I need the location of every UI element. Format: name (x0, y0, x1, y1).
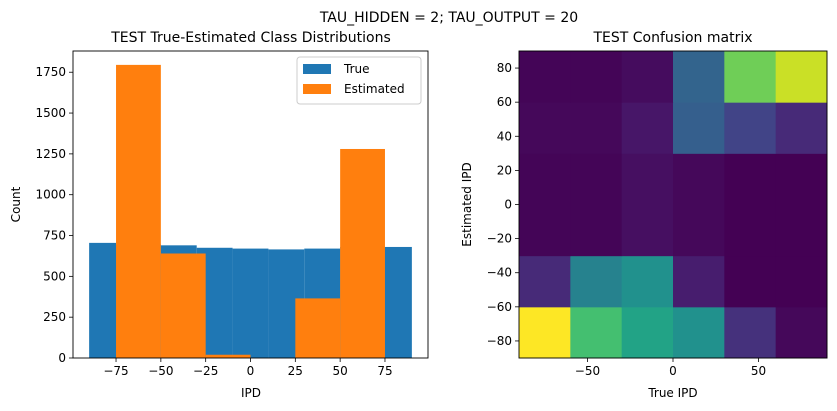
histogram-x-tick-label: −50 (148, 364, 173, 378)
cell-r4-c5 (775, 51, 828, 103)
histogram-y-label: Count (9, 186, 23, 222)
confusion-matrix-cells (519, 51, 828, 359)
bar-true-0 (89, 242, 117, 358)
histogram-legend: True Estimated (296, 56, 422, 105)
cell-r0-c4 (724, 306, 777, 359)
histogram-x-tick-label: 75 (377, 364, 392, 378)
histogram-x-label: IPD (241, 386, 261, 400)
legend-label-true: True (343, 62, 370, 76)
legend-swatch-true (303, 64, 331, 74)
bar-true-4 (232, 248, 269, 358)
cell-r3-c1 (570, 102, 623, 154)
confusion-matrix-x-tick-label: 0 (669, 364, 677, 378)
cell-r1-c4 (724, 255, 777, 308)
cell-r2-c3 (673, 153, 725, 257)
bar-estimated-5 (340, 148, 385, 358)
cell-r1-c3 (673, 255, 725, 308)
cell-r1-c5 (775, 255, 828, 308)
confusion-matrix-x-tick-label: −50 (575, 364, 600, 378)
histogram-x-ticks: −75 −50 −25 0 25 50 75 (103, 358, 393, 378)
legend-swatch-estimated (303, 84, 331, 94)
bar-estimated-1 (160, 253, 206, 358)
histogram-title: TEST True-Estimated Class Distributions (110, 30, 391, 46)
cell-r0-c2 (621, 306, 674, 359)
bar-estimated-0 (116, 64, 161, 359)
cell-r4-c1 (570, 51, 623, 103)
histogram-y-tick-label: 1000 (35, 188, 66, 202)
cell-r1-c2 (621, 255, 674, 308)
cell-r0-c5 (775, 306, 828, 359)
confusion-matrix-y-tick-label: 0 (504, 198, 512, 212)
confusion-matrix-title: TEST Confusion matrix (592, 30, 752, 46)
cell-r4-c3 (673, 51, 725, 103)
confusion-matrix-x-tick-label: 50 (751, 364, 766, 378)
histogram-y-tick-label: 750 (43, 229, 66, 243)
histogram-y-tick-label: 500 (43, 269, 66, 283)
cell-r2-c2 (621, 153, 674, 257)
legend-label-estimated: Estimated (344, 82, 405, 96)
histogram-x-tick-label: 50 (333, 364, 348, 378)
confusion-matrix-y-tick-label: 20 (497, 163, 512, 177)
histogram-y-tick-label: 1750 (35, 65, 66, 79)
cell-r0-c0 (519, 306, 571, 359)
cell-r3-c5 (775, 102, 828, 154)
confusion-matrix-y-tick-label: 40 (497, 129, 512, 143)
confusion-matrix-y-tick-label: −20 (487, 232, 512, 246)
histogram-bars (89, 64, 412, 359)
bar-true-8 (384, 246, 412, 358)
histogram-x-tick-label: −75 (103, 364, 128, 378)
bar-estimated-2 (205, 354, 251, 358)
histogram-chart: TEST True-Estimated Class Distributions … (9, 30, 429, 400)
cell-r4-c4 (724, 51, 777, 103)
confusion-matrix-y-tick-label: 80 (497, 61, 512, 75)
confusion-matrix-y-tick-label: 60 (497, 95, 512, 109)
confusion-matrix-y-ticks: −80 −60 −40 −20 0 20 40 60 80 (487, 61, 519, 348)
confusion-matrix-y-tick-label: −60 (487, 300, 512, 314)
histogram-x-tick-label: 0 (247, 364, 255, 378)
confusion-matrix-y-tick-label: −80 (487, 334, 512, 348)
confusion-matrix-y-tick-label: −40 (487, 266, 512, 280)
cell-r3-c4 (724, 102, 777, 154)
histogram-x-tick-label: −25 (193, 364, 218, 378)
histogram-x-tick-label: 25 (288, 364, 303, 378)
cell-r3-c0 (519, 102, 571, 154)
cell-r2-c4 (724, 153, 777, 257)
cell-r2-c1 (570, 153, 623, 257)
histogram-y-ticks: 0 250 500 750 1000 1250 1500 1750 (35, 65, 73, 365)
confusion-matrix-y-label: Estimated IPD (460, 162, 474, 246)
histogram-y-tick-label: 1250 (35, 147, 66, 161)
cell-r0-c3 (673, 306, 725, 359)
cell-r2-c0 (519, 153, 571, 257)
bar-estimated-4 (295, 298, 341, 358)
cell-r4-c0 (519, 51, 571, 103)
histogram-y-tick-label: 250 (43, 310, 66, 324)
cell-r0-c1 (570, 306, 623, 359)
figure-suptitle: TAU_HIDDEN = 2; TAU_OUTPUT = 20 (319, 10, 578, 26)
cell-r3-c2 (621, 102, 674, 154)
cell-r1-c1 (570, 255, 623, 308)
histogram-y-tick-label: 0 (58, 351, 66, 365)
confusion-matrix-chart: TEST Confusion matrix −50 0 50 −80 −60 −40 −2… (460, 30, 828, 400)
cell-r3-c3 (673, 102, 725, 154)
confusion-matrix-x-ticks: −50 0 50 (575, 358, 766, 378)
confusion-matrix-x-label: True IPD (647, 386, 697, 400)
cell-r1-c0 (519, 255, 571, 308)
cell-r2-c5 (775, 153, 828, 257)
histogram-y-tick-label: 1500 (35, 106, 66, 120)
cell-r4-c2 (621, 51, 674, 103)
